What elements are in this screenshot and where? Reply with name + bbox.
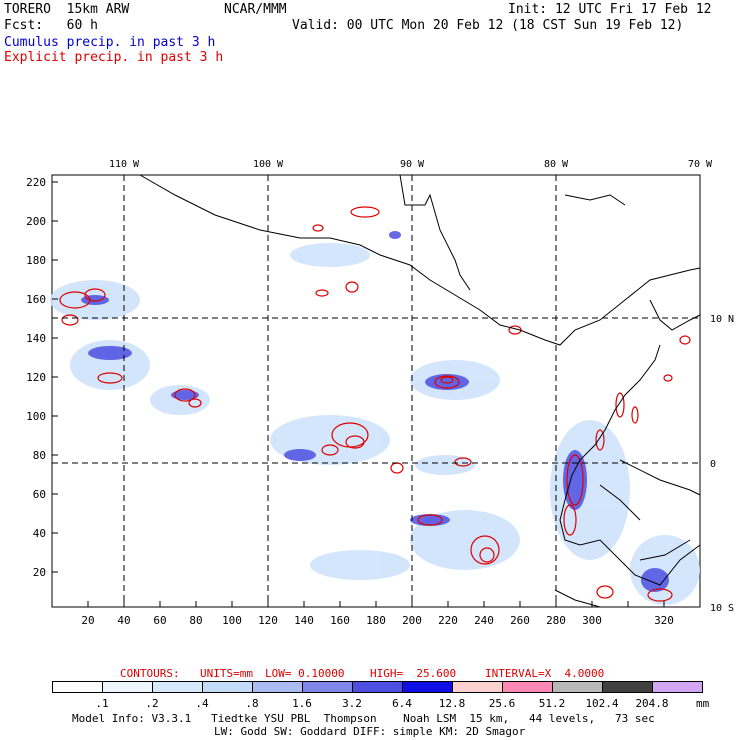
colorbar-cell (202, 681, 253, 693)
lon-label: 110 W (109, 159, 140, 170)
colorbar-cell (152, 681, 203, 693)
colorbar-label: .4 (195, 697, 209, 710)
axis-ticks (52, 181, 665, 607)
colorbar-cell (252, 681, 303, 693)
valid-time: Valid: 00 UTC Mon 20 Feb 12 (18 CST Sun … (292, 18, 684, 33)
colorbar-label: 51.2 (538, 697, 566, 710)
contour-low: LOW= 0.10000 (265, 667, 345, 680)
latlon-grid (52, 175, 700, 607)
explicit-precip-contours (59, 206, 691, 602)
x-tick-label: 120 (258, 614, 278, 627)
coastlines (139, 174, 701, 608)
x-tick-label: 240 (474, 614, 494, 627)
colorbar-label: 12.8 (438, 697, 466, 710)
colorbar-cell (602, 681, 653, 693)
y-tick-label: 160 (26, 293, 46, 306)
model-info-physics: LW: Godd SW: Goddard DIFF: simple KM: 2D… (214, 725, 526, 738)
y-tick-label: 80 (33, 449, 46, 462)
left-y-labels: 220 200 180 160 140 120 100 80 60 40 20 (26, 176, 46, 579)
lon-label: 90 W (400, 159, 425, 170)
colorbar-cell (352, 681, 403, 693)
lon-label: 100 W (253, 159, 284, 170)
x-tick-label: 320 (654, 614, 674, 627)
y-tick-label: 60 (33, 488, 46, 501)
y-tick-label: 20 (33, 566, 46, 579)
colorbar-label: .2 (145, 697, 159, 710)
model-info: Model Info: V3.3.1 Tiedtke YSU PBL Thomp… (72, 712, 655, 725)
x-tick-label: 80 (189, 614, 202, 627)
x-tick-label: 280 (546, 614, 566, 627)
lon-label: 80 W (544, 159, 569, 170)
x-tick-label: 300 (582, 614, 602, 627)
colorbar-cell (102, 681, 153, 693)
lat-label: 10 N (710, 314, 734, 325)
init-time: Init: 12 UTC Fri 17 Feb 12 (508, 2, 712, 17)
x-tick-label: 200 (402, 614, 422, 627)
y-tick-label: 120 (26, 371, 46, 384)
contour-units: UNITS=mm (200, 667, 253, 680)
lat-label: 0 (710, 459, 716, 470)
forecast-hour: Fcst: 60 h (4, 18, 98, 33)
x-tick-label: 160 (330, 614, 350, 627)
field-label-explicit: Explicit precip. in past 3 h (4, 50, 224, 65)
x-tick-label: 20 (81, 614, 94, 627)
colorbar-label: 102.4 (585, 697, 619, 710)
field-label-cumulus: Cumulus precip. in past 3 h (4, 35, 216, 50)
contour-label: CONTOURS: (120, 667, 180, 680)
lat-label: 10 S (710, 603, 734, 614)
colorbar-cell (452, 681, 503, 693)
colorbar-cell (302, 681, 353, 693)
colorbar-cell (552, 681, 603, 693)
right-lat-labels: 10 N 0 10 S (710, 314, 734, 614)
bottom-x-labels: 20 40 60 80 100 120 140 160 180 200 220 … (81, 614, 674, 627)
colorbar-label: 204.8 (635, 697, 669, 710)
lon-label: 70 W (688, 159, 713, 170)
colorbar-label: 25.6 (488, 697, 516, 710)
x-tick-label: 100 (222, 614, 242, 627)
y-tick-label: 220 (26, 176, 46, 189)
colorbar-label: .1 (95, 697, 109, 710)
org-label: NCAR/MMM (224, 2, 287, 17)
x-tick-label: 40 (117, 614, 130, 627)
contour-interval: INTERVAL=X 4.0000 (485, 667, 605, 680)
contour-high: HIGH= 25.600 (370, 667, 457, 680)
x-tick-label: 60 (153, 614, 166, 627)
colorbar-cell (652, 681, 703, 693)
y-tick-label: 200 (26, 215, 46, 228)
colorbar-label: 6.4 (392, 697, 412, 710)
y-tick-label: 180 (26, 254, 46, 267)
y-tick-label: 40 (33, 527, 46, 540)
colorbar-label: .8 (245, 697, 259, 710)
x-tick-label: 220 (438, 614, 458, 627)
x-tick-label: 260 (510, 614, 530, 627)
colorbar-label: 1.6 (292, 697, 312, 710)
model-title: TORERO 15km ARW (4, 2, 130, 17)
y-tick-label: 140 (26, 332, 46, 345)
colorbar-units: mm (696, 697, 710, 710)
x-tick-label: 180 (366, 614, 386, 627)
y-tick-label: 100 (26, 410, 46, 423)
top-lon-labels: 110 W 100 W 90 W 80 W 70 W (109, 159, 713, 170)
x-tick-label: 140 (294, 614, 314, 627)
colorbar-label: 3.2 (342, 697, 362, 710)
colorbar-cell (402, 681, 453, 693)
colorbar-cell (502, 681, 553, 693)
colorbar-cell (52, 681, 103, 693)
